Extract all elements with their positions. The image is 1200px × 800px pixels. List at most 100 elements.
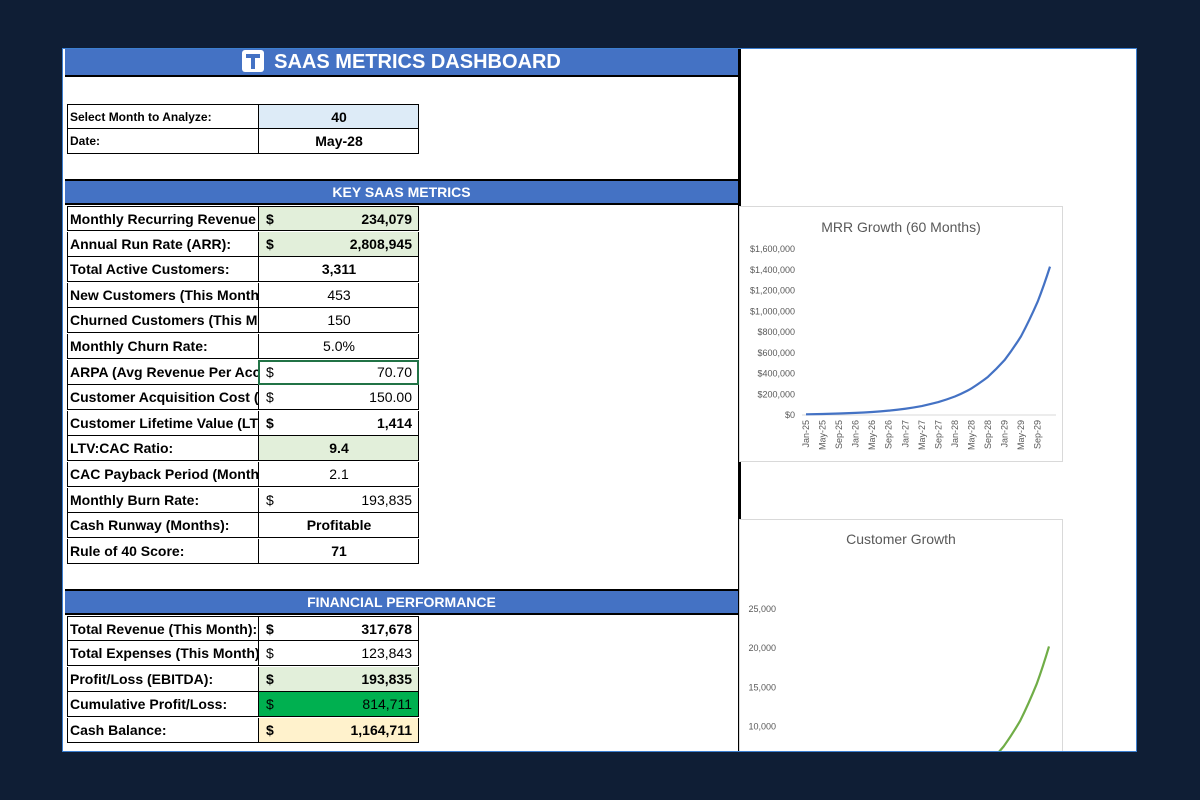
y-tick-label: $0 — [785, 410, 795, 420]
financial-row: Total Revenue (This Month): $317,678 — [67, 616, 419, 641]
value-cell[interactable]: 71 — [258, 538, 419, 564]
value-cell[interactable]: $70.70 — [258, 359, 419, 385]
row-label: Monthly Recurring Revenue (MRR): — [67, 206, 258, 231]
row-label: CAC Payback Period (Months): — [67, 462, 258, 487]
value-cell[interactable]: $1,414 — [258, 410, 419, 436]
currency-symbol: $ — [266, 414, 274, 431]
value-cell[interactable]: May-28 — [258, 129, 419, 154]
y-tick-label: $600,000 — [757, 348, 795, 358]
row-label: Date: — [67, 129, 258, 154]
cell-value: Profitable — [306, 517, 372, 534]
cell-value: 1,414 — [376, 414, 412, 431]
currency-symbol: $ — [266, 696, 274, 713]
key-metrics-header: KEY SAAS METRICS — [65, 179, 738, 205]
mrr-growth-chart[interactable]: MRR Growth (60 Months) $0 $200,000 $400,000… — [739, 206, 1063, 462]
cell-value: 40 — [331, 108, 347, 125]
currency-symbol: $ — [266, 363, 274, 380]
x-tick-label: Sep-26 — [884, 420, 894, 449]
financial-row: Cash Balance: $1,164,711 — [67, 717, 419, 743]
x-tick-label: May-28 — [966, 420, 976, 450]
value-cell[interactable]: 9.4 — [258, 436, 419, 462]
cell-value: 70.70 — [376, 363, 412, 380]
x-tick-label: May-25 — [818, 420, 828, 450]
value-cell[interactable]: 453 — [258, 282, 419, 308]
value-cell[interactable]: $193,835 — [258, 487, 419, 513]
x-tick-label: Jan-28 — [950, 420, 960, 448]
cell-value: 5.0% — [323, 338, 355, 354]
metric-row: Monthly Churn Rate: 5.0% — [67, 334, 419, 359]
cell-value: 71 — [331, 542, 347, 559]
y-tick-label: $200,000 — [757, 389, 795, 399]
currency-symbol: $ — [266, 389, 274, 406]
cell-value: 234,079 — [361, 210, 412, 227]
value-cell[interactable]: 150 — [258, 308, 419, 334]
value-cell[interactable]: 40 — [258, 104, 419, 129]
currency-symbol: $ — [266, 721, 274, 738]
currency-symbol: $ — [266, 210, 274, 227]
customer-growth-chart[interactable]: Customer Growth5,00010,00015,00020,00025… — [739, 519, 1063, 751]
cell-value: 9.4 — [329, 440, 349, 457]
metric-row: LTV:CAC Ratio: 9.4 — [67, 436, 419, 462]
y-tick-label: $400,000 — [757, 369, 795, 379]
value-cell[interactable]: $234,079 — [258, 206, 419, 231]
y-tick-label: $1,000,000 — [750, 306, 795, 316]
value-cell[interactable]: $317,678 — [258, 616, 419, 641]
row-label: Customer Acquisition Cost (CAC): — [67, 385, 258, 411]
value-cell[interactable]: $814,711 — [258, 692, 419, 718]
row-label: Total Revenue (This Month): — [67, 616, 258, 641]
currency-symbol: $ — [266, 491, 274, 508]
cell-value: May-28 — [315, 133, 363, 149]
value-cell[interactable]: $193,835 — [258, 666, 419, 692]
x-tick-label: May-26 — [867, 420, 877, 450]
row-label: Total Active Customers: — [67, 257, 258, 283]
selector-row: Select Month to Analyze: 40 — [67, 104, 419, 129]
y-tick-label: 25,000 — [748, 604, 776, 614]
cell-value: 317,678 — [361, 620, 412, 637]
cell-value: 150.00 — [369, 389, 412, 406]
y-tick-label: 20,000 — [748, 643, 776, 653]
y-tick-label: $1,400,000 — [750, 265, 795, 275]
y-tick-label: $1,200,000 — [750, 286, 795, 296]
row-label: Cash Balance: — [67, 717, 258, 743]
currency-symbol: $ — [266, 620, 274, 637]
value-cell[interactable]: 3,311 — [258, 257, 419, 283]
x-tick-label: Jan-27 — [900, 420, 910, 448]
row-label: Cash Runway (Months): — [67, 513, 258, 539]
metric-row: Churned Customers (This Month): 150 — [67, 308, 419, 334]
metric-row: Monthly Burn Rate: $193,835 — [67, 487, 419, 513]
value-cell[interactable]: $2,808,945 — [258, 231, 419, 257]
row-label: Customer Lifetime Value (LTV): — [67, 410, 258, 436]
metric-row: New Customers (This Month): 453 — [67, 282, 419, 308]
cell-value: 150 — [327, 312, 351, 329]
value-cell[interactable]: 2.1 — [258, 462, 419, 487]
metric-row: Monthly Recurring Revenue (MRR):$234,079 — [67, 206, 419, 231]
metric-row: Annual Run Rate (ARR): $2,808,945 — [67, 231, 419, 257]
dashboard-panel: SAAS METRICS DASHBOARD Select Month to A… — [63, 49, 741, 751]
cell-value: 1,164,711 — [350, 721, 412, 738]
row-label: Monthly Burn Rate: — [67, 487, 258, 513]
x-tick-label: May-29 — [1016, 420, 1026, 450]
row-label: Churned Customers (This Month): — [67, 308, 258, 334]
value-cell[interactable]: Profitable — [258, 513, 419, 539]
row-label: Cumulative Profit/Loss: — [67, 692, 258, 718]
row-label: Select Month to Analyze: — [67, 104, 258, 129]
currency-symbol: $ — [266, 235, 274, 252]
value-cell[interactable]: $150.00 — [258, 385, 419, 411]
x-tick-label: Jan-25 — [801, 420, 811, 448]
metric-row: Cash Runway (Months): Profitable — [67, 513, 419, 539]
row-label: LTV:CAC Ratio: — [67, 436, 258, 462]
value-cell[interactable]: 5.0% — [258, 334, 419, 359]
value-cell[interactable]: $123,843 — [258, 641, 419, 667]
x-tick-label: Jan-26 — [851, 420, 861, 448]
row-label: New Customers (This Month): — [67, 282, 258, 308]
x-tick-label: Sep-29 — [1033, 420, 1043, 449]
cell-value: 2,808,945 — [349, 235, 412, 252]
metric-row: Customer Lifetime Value (LTV): $1,414 — [67, 410, 419, 436]
row-label: Monthly Churn Rate: — [67, 334, 258, 359]
x-tick-label: Sep-28 — [983, 420, 993, 449]
logo-icon — [242, 50, 265, 72]
metric-row: Customer Acquisition Cost (CAC):$150.00 — [67, 385, 419, 411]
dashboard-title: SAAS METRICS DASHBOARD — [274, 51, 561, 73]
value-cell[interactable]: $1,164,711 — [258, 717, 419, 743]
metric-row: CAC Payback Period (Months): 2.1 — [67, 462, 419, 487]
